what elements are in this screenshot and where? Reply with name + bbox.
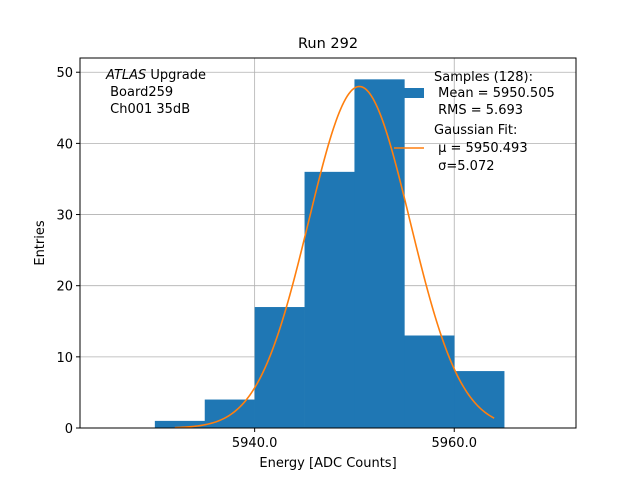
- legend-fit-title: Gaussian Fit:: [434, 123, 517, 138]
- histogram-bar: [354, 79, 405, 428]
- legend-fit-mu: μ = 5950.493: [434, 141, 528, 156]
- legend: Samples (128): Mean = 5950.505 RMS = 5.6…: [394, 70, 555, 174]
- legend-samples-title: Samples (128):: [434, 70, 533, 85]
- y-tick-label: 50: [56, 66, 73, 81]
- histogram-bar: [304, 171, 355, 428]
- axes-frame: [79, 57, 577, 429]
- annotation-board: Board259: [106, 85, 173, 100]
- legend-samples-mean: Mean = 5950.505: [434, 86, 555, 101]
- legend-patch-samples: [404, 88, 424, 98]
- y-tick-label: 0: [65, 422, 73, 437]
- y-tick-label: 10: [56, 351, 73, 366]
- legend-fit-sigma: σ=5.072: [434, 159, 494, 174]
- experiment-annotation: ATLAS Upgrade Board259 Ch001 35dB: [105, 68, 206, 117]
- annotation-upgrade: Upgrade: [146, 68, 206, 83]
- y-tick-label: 30: [56, 209, 73, 224]
- histogram-bar: [404, 335, 455, 428]
- chart-title: Run 292: [298, 36, 358, 52]
- histogram-bars: [154, 79, 505, 428]
- y-axis-ticks: 0 10 20 30 40 50: [56, 66, 80, 437]
- x-axis-ticks: 5940.0 5960.0: [232, 428, 477, 451]
- annotation-channel: Ch001 35dB: [106, 102, 190, 117]
- x-tick-label: 5940.0: [232, 436, 278, 451]
- histogram-bar: [254, 307, 305, 428]
- annotation-atlas: ATLAS: [105, 68, 146, 83]
- annotation-title: ATLAS Upgrade: [105, 68, 206, 83]
- y-tick-label: 40: [56, 137, 73, 152]
- histogram-bar: [154, 420, 206, 428]
- x-tick-label: 5960.0: [431, 436, 477, 451]
- y-axis-label: Entries: [33, 220, 48, 266]
- x-axis-label: Energy [ADC Counts]: [259, 456, 396, 471]
- gaussian-fit-curve: [174, 85, 495, 429]
- histogram-bar: [454, 371, 505, 428]
- legend-samples-rms: RMS = 5.693: [434, 103, 523, 118]
- y-tick-label: 20: [56, 280, 73, 295]
